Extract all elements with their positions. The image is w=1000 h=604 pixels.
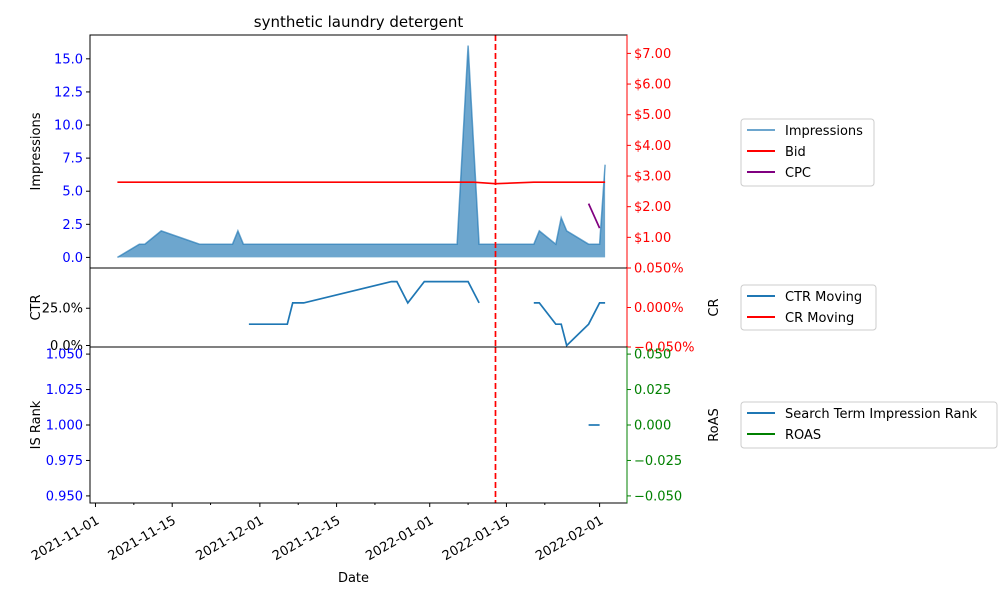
legend-label: CPC bbox=[785, 166, 811, 181]
x-tick-label: 2022-02-01 bbox=[533, 513, 606, 564]
x-axis-label: Date bbox=[338, 571, 369, 586]
panel-frame bbox=[89, 34, 628, 269]
left-tick-label: 1.000 bbox=[46, 419, 83, 434]
legend-label: Bid bbox=[785, 145, 806, 160]
right-tick-label: −0.050% bbox=[634, 341, 694, 356]
right-tick-label: 0.050% bbox=[634, 262, 684, 277]
left-tick-label: 0.0 bbox=[62, 251, 83, 266]
legend-box bbox=[740, 401, 998, 449]
ctr-moving-line-1 bbox=[533, 302, 606, 348]
x-tick-label: 2021-12-01 bbox=[193, 513, 266, 564]
right-tick-label: $4.00 bbox=[634, 139, 671, 154]
legend-label: Search Term Impression Rank bbox=[785, 407, 978, 422]
legend-label: CTR Moving bbox=[785, 290, 862, 305]
legend-box bbox=[740, 118, 875, 187]
x-tick-label: 2022-01-15 bbox=[440, 513, 513, 564]
legend-label: ROAS bbox=[785, 428, 821, 443]
left-tick-label: 1.050 bbox=[46, 348, 83, 363]
left-tick-label: 5.0 bbox=[62, 185, 83, 200]
right-tick-label: $3.00 bbox=[634, 170, 671, 185]
bid-line-1 bbox=[117, 181, 606, 185]
x-tick-label: 2022-01-01 bbox=[363, 513, 436, 564]
left-tick-label: 0.0% bbox=[50, 339, 83, 354]
left-tick-label: 0.975 bbox=[46, 454, 83, 469]
ctr-moving-line-0 bbox=[248, 280, 480, 326]
cpc-line-2 bbox=[587, 203, 601, 229]
left-tick-label: 25.0% bbox=[42, 302, 83, 317]
right-axis-label: CR bbox=[707, 298, 722, 316]
left-tick-label: 10.0 bbox=[54, 119, 83, 134]
legend-label: CR Moving bbox=[785, 311, 854, 326]
right-tick-label: $7.00 bbox=[634, 47, 671, 62]
right-tick-label: 0.050 bbox=[634, 348, 671, 363]
right-axis-label: RoAS bbox=[707, 408, 722, 442]
right-tick-label: −0.025 bbox=[634, 454, 682, 469]
x-tick-label: 2021-11-01 bbox=[29, 513, 102, 564]
impressions-area bbox=[117, 45, 606, 258]
left-tick-label: 1.025 bbox=[46, 383, 83, 398]
right-tick-label: 0.000% bbox=[634, 301, 684, 316]
left-tick-label: 15.0 bbox=[54, 52, 83, 67]
chart-title: synthetic laundry detergent bbox=[254, 13, 464, 31]
x-tick-label: 2021-12-15 bbox=[270, 513, 343, 564]
left-axis-label: CTR bbox=[29, 294, 44, 320]
panel-frame bbox=[89, 346, 628, 504]
right-tick-label: $6.00 bbox=[634, 78, 671, 93]
right-tick-label: −0.050 bbox=[634, 489, 682, 504]
right-tick-label: 0.000 bbox=[634, 419, 671, 434]
right-tick-label: $2.00 bbox=[634, 200, 671, 215]
x-tick-label: 2021-11-15 bbox=[106, 513, 179, 564]
legend-label: Impressions bbox=[785, 124, 863, 139]
panel-frame bbox=[89, 267, 628, 348]
right-tick-label: $5.00 bbox=[634, 108, 671, 123]
left-tick-label: 0.950 bbox=[46, 489, 83, 504]
impressions-line bbox=[117, 45, 606, 259]
right-tick-label: $1.00 bbox=[634, 231, 671, 246]
left-tick-label: 12.5 bbox=[54, 85, 83, 100]
right-tick-label: 0.025 bbox=[634, 383, 671, 398]
left-axis-label: Impressions bbox=[29, 112, 44, 190]
left-tick-label: 2.5 bbox=[62, 218, 83, 233]
left-tick-label: 7.5 bbox=[62, 152, 83, 167]
left-axis-label: IS Rank bbox=[29, 400, 44, 449]
